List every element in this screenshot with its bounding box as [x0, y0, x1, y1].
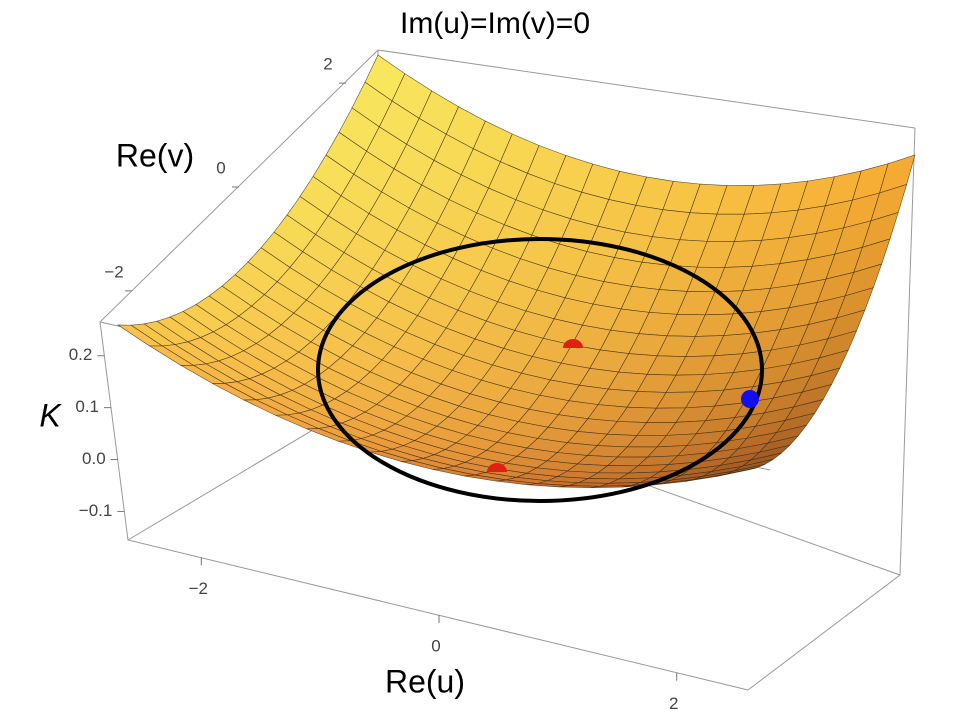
y-tick-label: 2: [323, 55, 332, 74]
red-point: [563, 339, 583, 348]
blue-point: [741, 390, 759, 408]
z-tick-label: 0.1: [75, 397, 99, 416]
z-tick-label: 0.0: [82, 449, 106, 468]
circle-curve: [316, 237, 764, 503]
x-axis-label: Re(u): [385, 663, 465, 699]
x-tick-label: 0: [431, 636, 440, 655]
y-axis-label: Re(v): [116, 137, 194, 173]
z-tick-label: −0.1: [79, 501, 113, 520]
surface: [116, 54, 916, 489]
z-tick-label: 0.2: [69, 345, 93, 364]
y-tick-label: −2: [104, 262, 123, 281]
x-tick-label: 2: [669, 694, 678, 710]
x-tick-label: −2: [189, 579, 208, 598]
surface-cell: [716, 467, 757, 477]
chart-title: Im(u)=Im(v)=0: [400, 7, 590, 40]
z-axis-label: K: [39, 397, 62, 433]
red-point: [487, 463, 507, 472]
y-tick-label: 0: [216, 158, 225, 177]
